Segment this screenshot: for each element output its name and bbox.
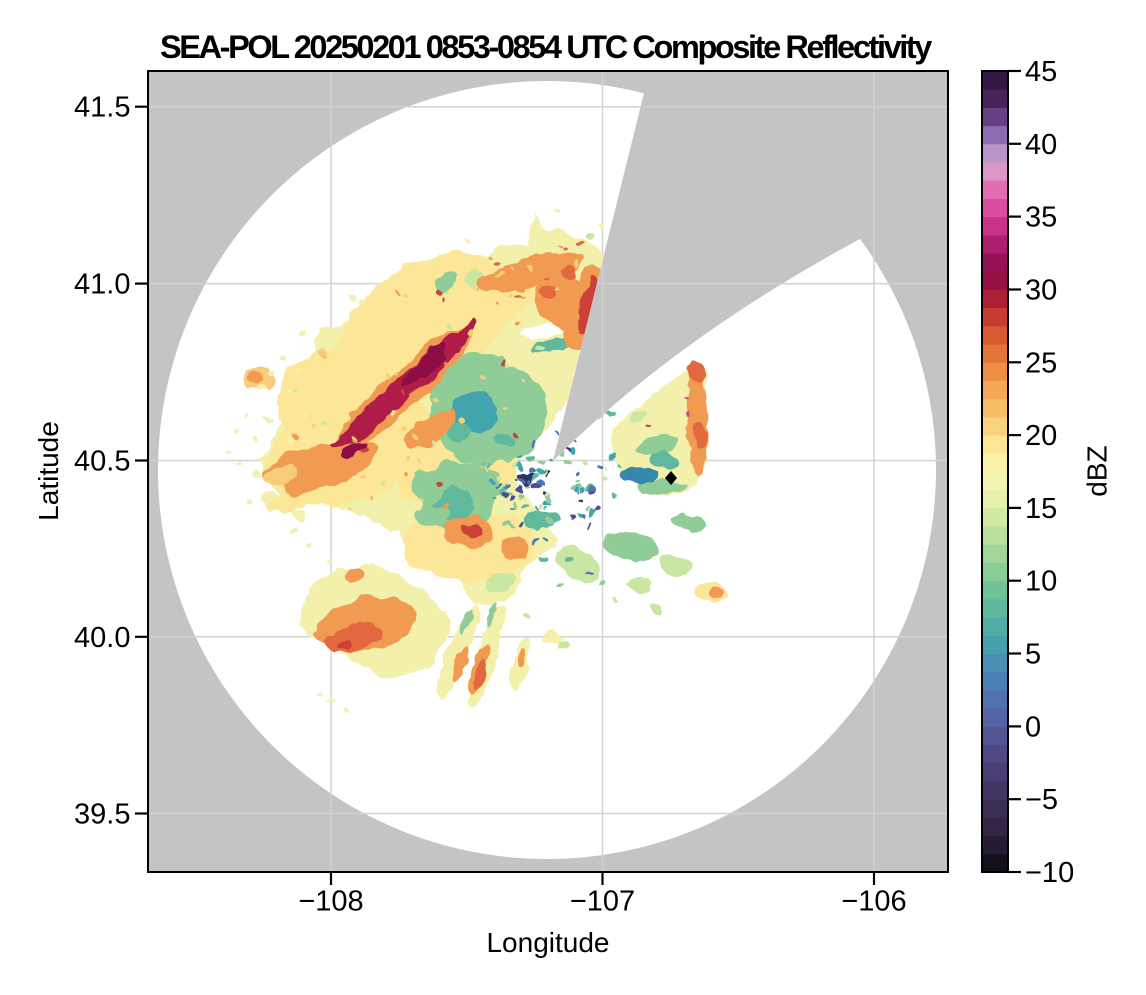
svg-text:40.0: 40.0 bbox=[74, 622, 130, 654]
svg-text:45: 45 bbox=[1025, 56, 1057, 88]
svg-text:40.5: 40.5 bbox=[74, 446, 130, 478]
svg-text:5: 5 bbox=[1025, 639, 1041, 671]
svg-text:25: 25 bbox=[1025, 347, 1057, 379]
svg-text:40: 40 bbox=[1025, 129, 1057, 161]
svg-text:35: 35 bbox=[1025, 202, 1057, 234]
svg-text:39.5: 39.5 bbox=[74, 799, 130, 831]
svg-text:41.0: 41.0 bbox=[74, 269, 130, 301]
svg-text:−5: −5 bbox=[1025, 784, 1058, 816]
svg-text:−107: −107 bbox=[570, 886, 635, 918]
svg-text:SEA-POL 20250201 0853-0854 UTC: SEA-POL 20250201 0853-0854 UTC Composite… bbox=[160, 29, 932, 65]
svg-text:20: 20 bbox=[1025, 420, 1057, 452]
svg-text:Longitude: Longitude bbox=[486, 927, 609, 958]
svg-text:41.5: 41.5 bbox=[74, 92, 130, 124]
svg-text:30: 30 bbox=[1025, 275, 1057, 307]
svg-text:−106: −106 bbox=[841, 886, 906, 918]
svg-text:10: 10 bbox=[1025, 566, 1057, 598]
svg-text:15: 15 bbox=[1025, 493, 1057, 525]
svg-text:−108: −108 bbox=[298, 886, 363, 918]
svg-text:0: 0 bbox=[1025, 711, 1041, 743]
svg-text:dBZ: dBZ bbox=[1082, 445, 1113, 496]
svg-text:Latitude: Latitude bbox=[33, 421, 64, 521]
svg-text:−10: −10 bbox=[1025, 857, 1074, 889]
